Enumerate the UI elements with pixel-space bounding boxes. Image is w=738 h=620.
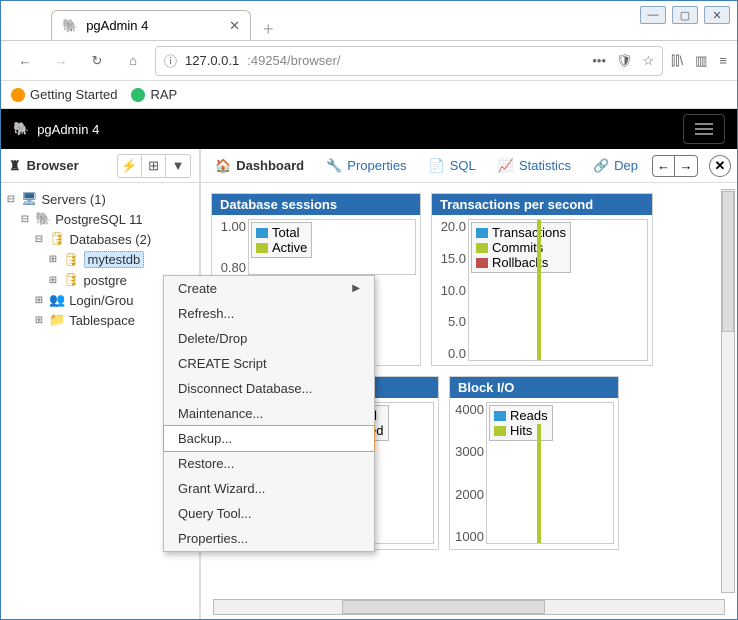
tab-dependencies[interactable]: 🔗Dep <box>585 154 646 178</box>
pgadmin-logo[interactable]: 🐘 pgAdmin 4 <box>13 121 99 137</box>
legend-tps: Transactions Commits Rollbacks <box>471 222 571 273</box>
legend-block-io: Reads Hits <box>489 405 553 441</box>
tree-mytestdb[interactable]: ⊞🛢mytestdb <box>5 249 195 270</box>
tree-servers[interactable]: ⊟🖥Servers (1) <box>5 189 195 209</box>
server-group-icon: 🖥 <box>21 191 38 207</box>
rap-icon <box>131 88 145 102</box>
context-menu: Create▶ Refresh... Delete/Drop CREATE Sc… <box>163 275 375 552</box>
tab-close-button[interactable]: ✕ <box>709 155 731 177</box>
bookmark-label: Getting Started <box>30 87 117 102</box>
window-maximize-button[interactable]: ▢ <box>672 6 698 24</box>
library-icon[interactable]: ⫿⫿\ <box>671 53 683 69</box>
bookmark-getting-started[interactable]: Getting Started <box>11 87 117 102</box>
menu-icon[interactable]: ≡ <box>719 53 727 69</box>
home-button[interactable]: ⌂ <box>119 47 147 75</box>
tab-nav-pill: ← → <box>652 155 698 177</box>
browser-toolbar: ← → ↻ ⌂ ⓘ 127.0.0.1 :49254/browser/ ••• 🛡… <box>1 41 737 81</box>
tab-close-icon[interactable]: ✕ <box>229 18 240 34</box>
ctx-query-tool[interactable]: Query Tool... <box>164 501 374 526</box>
vertical-scrollbar[interactable] <box>721 189 735 593</box>
tab-next-button[interactable]: → <box>675 156 697 176</box>
new-tab-button[interactable]: + <box>257 19 280 40</box>
back-button[interactable]: ← <box>11 47 39 75</box>
pgadmin-favicon: 🐘 <box>62 18 78 34</box>
sitemap-icon: ♜ <box>9 158 21 174</box>
sql-icon: 📄 <box>429 158 445 174</box>
ctx-refresh[interactable]: Refresh... <box>164 301 374 326</box>
ctx-create-script[interactable]: CREATE Script <box>164 351 374 376</box>
ctx-delete-drop[interactable]: Delete/Drop <box>164 326 374 351</box>
ctx-grant-wizard[interactable]: Grant Wizard... <box>164 476 374 501</box>
tab-properties[interactable]: 🔧Properties <box>318 154 414 178</box>
chart-icon: 📈 <box>498 158 514 174</box>
elephant-icon: 🐘 <box>13 121 29 137</box>
url-path: :49254/browser/ <box>247 53 340 68</box>
star-icon[interactable]: ☆ <box>643 53 655 69</box>
pgadmin-header: 🐘 pgAdmin 4 <box>1 109 737 149</box>
ctx-disconnect[interactable]: Disconnect Database... <box>164 376 374 401</box>
forward-button[interactable]: → <box>47 47 75 75</box>
database-icon: 🛢 <box>63 272 80 288</box>
meatball-icon[interactable]: ••• <box>592 53 606 69</box>
browser-tab[interactable]: 🐘 pgAdmin 4 ✕ <box>51 10 251 40</box>
tab-sql[interactable]: 📄SQL <box>421 154 484 178</box>
tool-grid[interactable]: ⊞ <box>142 155 166 177</box>
ctx-maintenance[interactable]: Maintenance... <box>164 401 374 426</box>
login-icon: 👥 <box>49 292 65 308</box>
reload-button[interactable]: ↻ <box>83 47 111 75</box>
tab-prev-button[interactable]: ← <box>653 156 675 176</box>
content-tabs: 🏠Dashboard 🔧Properties 📄SQL 📈Statistics … <box>201 149 737 183</box>
info-icon[interactable]: ⓘ <box>164 51 177 70</box>
address-bar[interactable]: ⓘ 127.0.0.1 :49254/browser/ ••• 🛡 ☆ <box>155 46 663 76</box>
window-minimize-button[interactable]: — <box>640 6 666 24</box>
panel-title: Block I/O <box>450 377 618 398</box>
panel-title: Database sessions <box>212 194 420 215</box>
database-icon: 🛢 <box>49 231 66 247</box>
tab-title: pgAdmin 4 <box>86 18 148 33</box>
sidebar-icon[interactable]: ▥ <box>695 53 707 69</box>
ctx-restore[interactable]: Restore... <box>164 451 374 476</box>
tablespace-icon: 📁 <box>49 312 65 328</box>
chevron-right-icon: ▶ <box>352 283 360 294</box>
window-close-button[interactable]: ✕ <box>704 6 730 24</box>
firefox-icon <box>11 88 25 102</box>
shield-icon[interactable]: 🛡 <box>616 53 633 69</box>
bookmarks-bar: Getting Started RAP <box>1 81 737 109</box>
tree-databases[interactable]: ⊟🛢Databases (2) <box>5 229 195 249</box>
database-icon: 🛢 <box>63 252 80 268</box>
tab-dashboard[interactable]: 🏠Dashboard <box>207 154 312 178</box>
ctx-create[interactable]: Create▶ <box>164 276 374 301</box>
tool-bolt[interactable]: ⚡ <box>118 155 142 177</box>
browser-title: ♜ Browser <box>9 158 79 174</box>
panel-block-io: Block I/O 4000300020001000 Reads Hits <box>449 376 619 550</box>
ctx-backup[interactable]: Backup... <box>163 425 375 452</box>
url-host: 127.0.0.1 <box>185 53 239 68</box>
link-icon: 🔗 <box>593 158 609 174</box>
browser-tabstrip: 🐘 pgAdmin 4 ✕ + <box>1 7 737 41</box>
tool-filter[interactable]: ▼ <box>166 155 190 177</box>
horizontal-scrollbar[interactable] <box>213 599 725 615</box>
panel-title: Transactions per second <box>432 194 652 215</box>
bookmark-label: RAP <box>150 87 177 102</box>
legend-sessions: Total Active <box>251 222 312 258</box>
elephant-icon: 🐘 <box>35 211 51 227</box>
wrench-icon: 🔧 <box>326 158 342 174</box>
gauge-icon: 🏠 <box>215 158 231 174</box>
panel-tps: Transactions per second 20.015.010.05.00… <box>431 193 653 366</box>
tree-postgresql[interactable]: ⊟🐘PostgreSQL 11 <box>5 209 195 229</box>
tab-statistics[interactable]: 📈Statistics <box>490 154 579 178</box>
pgadmin-title: pgAdmin 4 <box>37 122 99 137</box>
bookmark-rap[interactable]: RAP <box>131 87 177 102</box>
pgadmin-menu-button[interactable] <box>683 114 725 144</box>
ctx-properties[interactable]: Properties... <box>164 526 374 551</box>
